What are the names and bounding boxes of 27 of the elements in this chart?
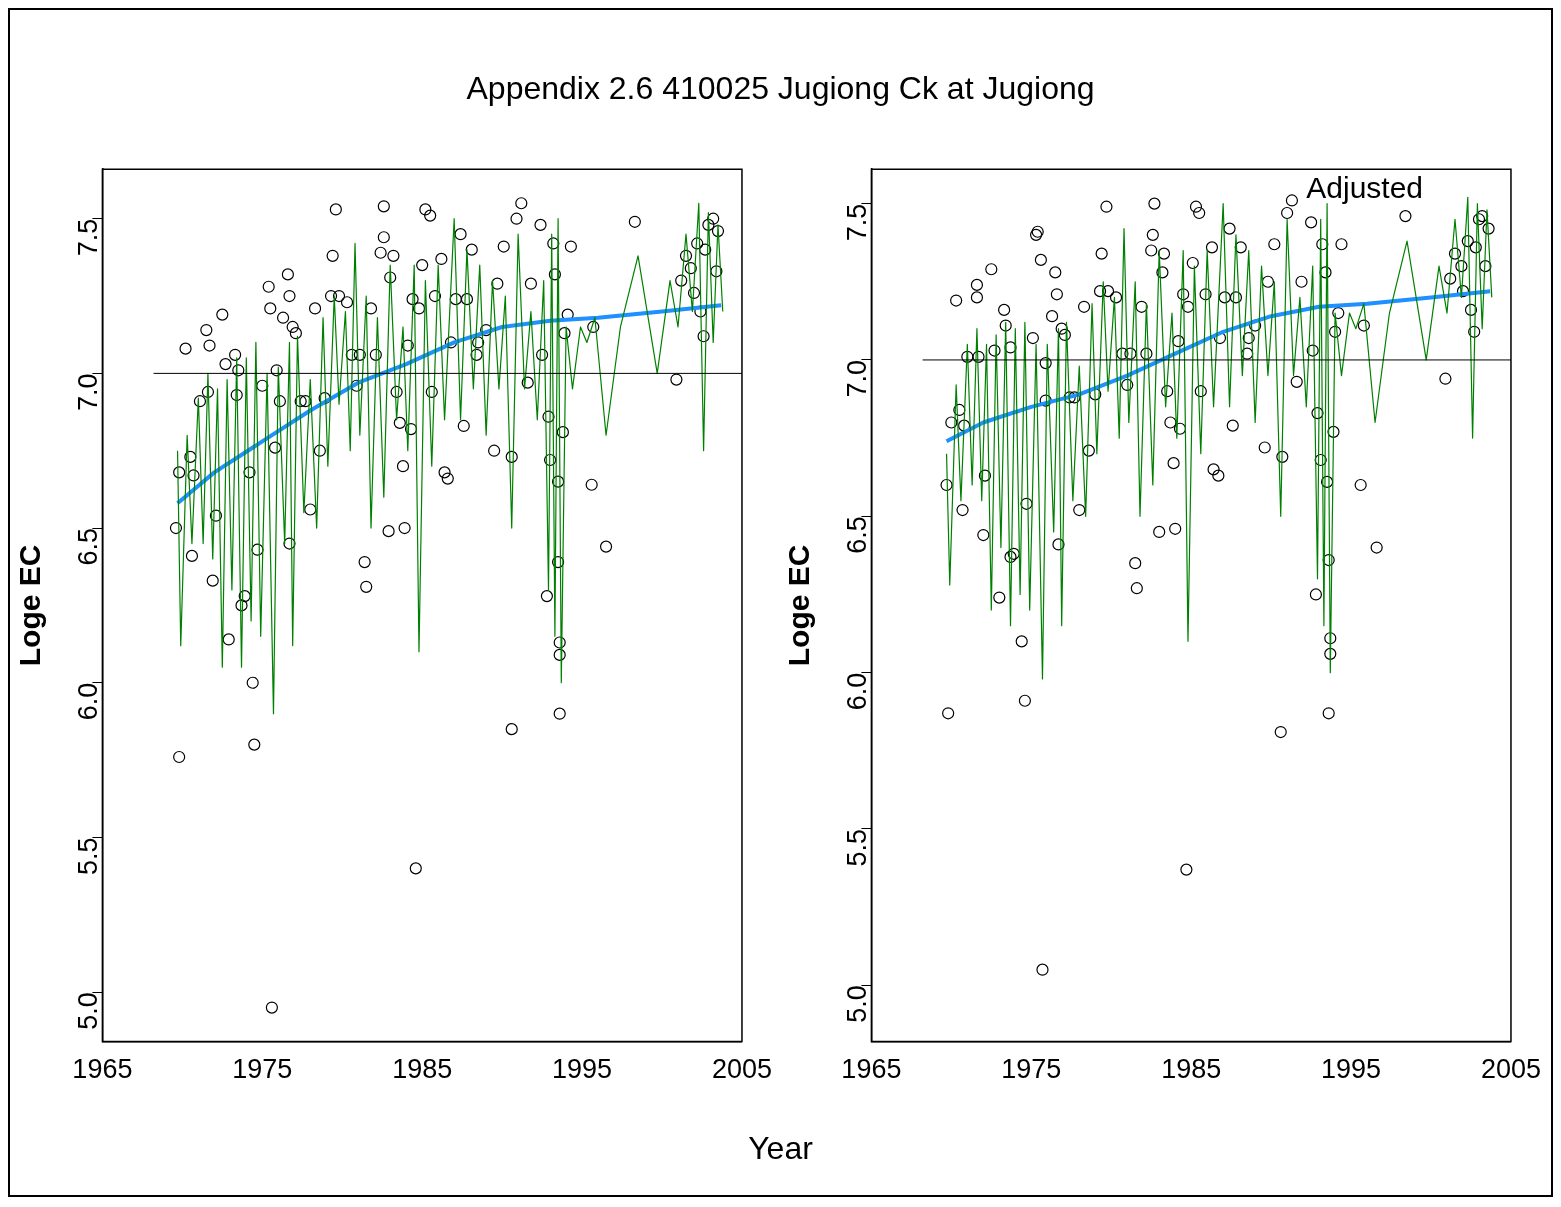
chart-title: Appendix 2.6 410025 Jugiong Ck at Jugiong [465, 69, 1096, 108]
y-tick-label: 6.5 [841, 516, 872, 554]
y-tick-label: 6.0 [841, 672, 872, 711]
x-tick-label: 1985 [1161, 1054, 1222, 1085]
x-tick-label: 1975 [232, 1054, 293, 1085]
y-axis-title: Loge EC [782, 544, 816, 667]
y-tick-label: 5.0 [841, 985, 872, 1023]
x-tick-label: 1995 [552, 1054, 613, 1085]
x-tick-label: 1985 [392, 1054, 453, 1085]
y-tick-label: 7.5 [72, 218, 103, 257]
y-tick-label: 5.5 [72, 837, 103, 875]
annotation: Adjusted [1306, 171, 1424, 205]
x-tick-label: 1965 [841, 1054, 902, 1085]
y-tick-label: 6.0 [72, 682, 103, 721]
x-tick-label: 2005 [711, 1054, 773, 1085]
x-tick-label: 1995 [1321, 1054, 1382, 1085]
y-tick-label: 6.5 [72, 528, 103, 566]
y-tick-label: 5.5 [841, 828, 872, 867]
y-axis-title: Loge EC [13, 544, 47, 667]
y-tick-label: 7.0 [72, 373, 103, 411]
x-axis-title: Year [747, 1130, 814, 1167]
y-tick-label: 7.5 [841, 203, 872, 242]
y-tick-label: 7.0 [841, 359, 872, 398]
x-tick-label: 1965 [72, 1054, 133, 1085]
x-tick-label: 1975 [1001, 1054, 1062, 1085]
x-tick-label: 2005 [1480, 1054, 1542, 1085]
y-tick-label: 5.0 [72, 992, 103, 1030]
